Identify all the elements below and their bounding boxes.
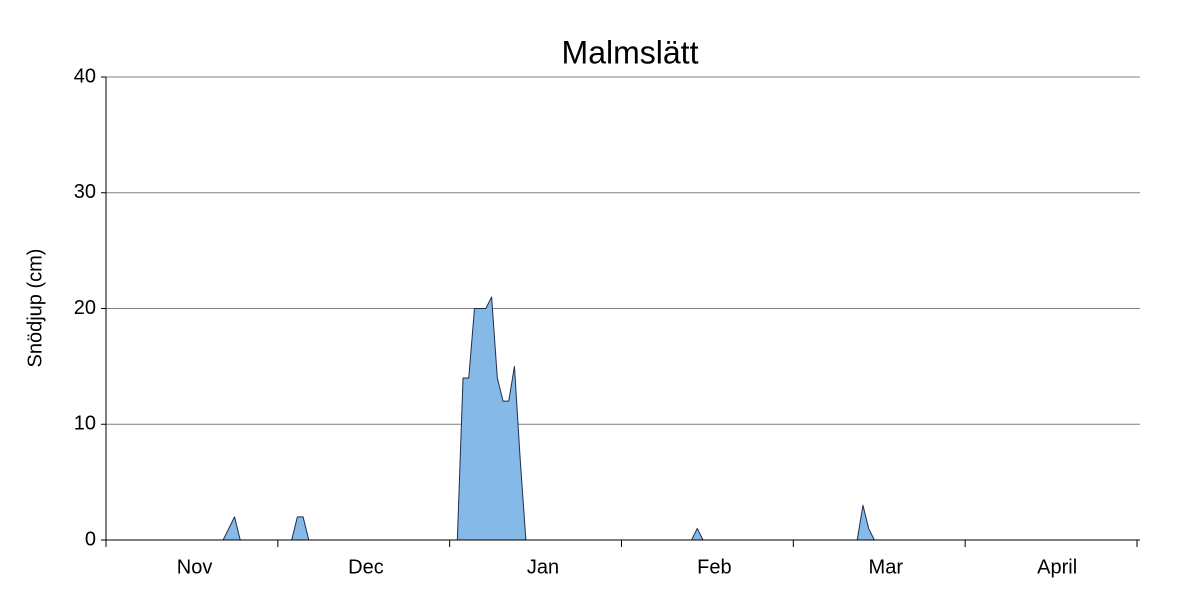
chart-title: Malmslätt <box>562 34 699 70</box>
y-tick-label: 30 <box>74 181 96 203</box>
y-tick-label: 40 <box>74 65 96 87</box>
x-tick-label: Feb <box>697 556 731 578</box>
x-tick-label: Nov <box>177 556 213 578</box>
y-tick-label: 20 <box>74 297 96 319</box>
x-tick-label: Dec <box>348 556 384 578</box>
snow-area <box>108 296 1138 541</box>
x-tick-label: Mar <box>869 556 904 578</box>
y-tick-label: 0 <box>85 528 96 550</box>
y-tick-label: 10 <box>74 413 96 435</box>
x-tick-label: April <box>1037 556 1077 578</box>
y-axis-label: Snödjup (cm) <box>24 249 46 368</box>
x-tick-label: Jan <box>527 556 559 578</box>
